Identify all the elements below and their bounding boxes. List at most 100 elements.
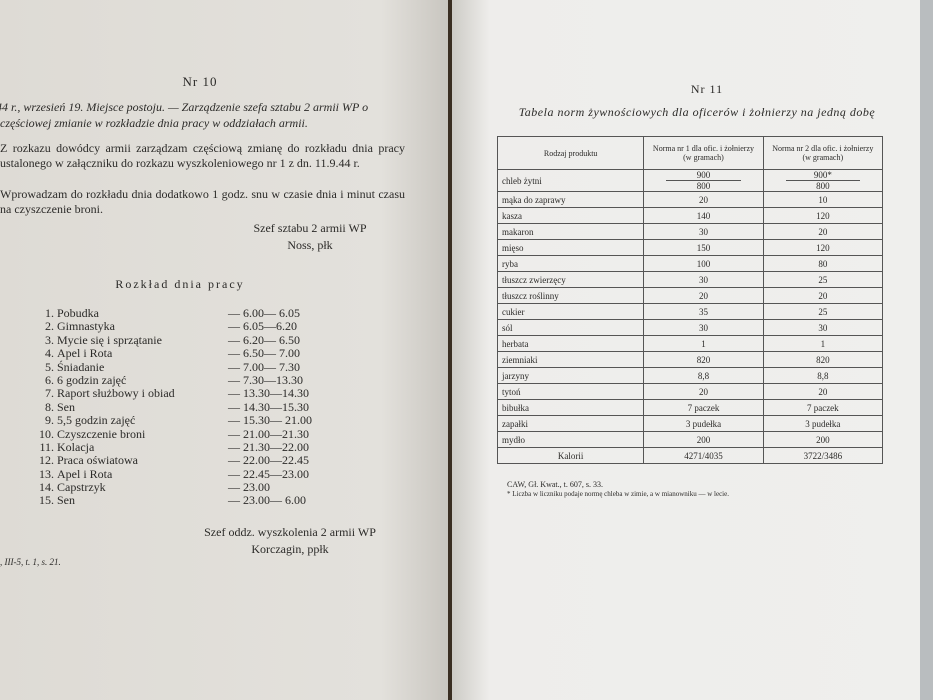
header-cell: Norma nr 1 dla ofic. i żołnierzy (w gram… [643, 136, 764, 170]
table-cell: tytoń [496, 383, 645, 400]
item-time: — 13.30—14.30 [228, 386, 309, 401]
table-row: mięso 150 120 [496, 239, 884, 256]
table-cell: 7 paczek [762, 399, 884, 416]
item-number: 8. [45, 399, 54, 414]
item-number: 9. [45, 413, 54, 428]
schedule: 1. Pobudka — 6.00— 6.05 2. Gimnastyka — 6.05—… [39, 306, 340, 508]
schedule-row: 2. Gimnastyka — 6.05—6.20 [40, 319, 340, 334]
item-number: 2. [45, 319, 54, 334]
table-row: makaron 30 20 [496, 223, 884, 240]
table-cell: chleb żytni [496, 169, 645, 192]
item-name: Śniadanie [57, 359, 105, 374]
schedule-row: 9. 5,5 godzin zajęć — 15.30— 21.00 [40, 413, 340, 428]
schedule-row: 8. Sen — 14.30—15.30 [40, 399, 340, 414]
item-name: Apel i Rota [57, 466, 113, 481]
item-time: — 21.00—21.30 [228, 426, 309, 441]
table-cell: 80 [762, 255, 884, 272]
table-cell: 4271/4035 [643, 447, 764, 464]
norms-table: Rodzaj produktu Norma nr 1 dla ofic. i żo… [496, 136, 884, 464]
item-name: Pobudka [57, 306, 99, 320]
table-cell: 30 [643, 271, 764, 288]
item-time: — 6.50— 7.00 [228, 346, 300, 361]
item-name: Raport służbowy i obiad [57, 386, 175, 401]
table-cell: 200 [643, 431, 764, 448]
page-edge [920, 0, 933, 700]
schedule-row: 11. Kolacja — 21.30—22.00 [39, 439, 340, 454]
item-number: 1. [45, 306, 54, 320]
table-cell: makaron [496, 223, 645, 240]
item-time: — 6.20— 6.50 [228, 332, 300, 347]
table-row: Kalorii 4271/4035 3722/3486 [496, 447, 884, 464]
schedule-row: 5. Śniadanie — 7.00— 7.30 [40, 359, 340, 374]
item-name: Capstrzyk [57, 480, 106, 495]
item-time: — 6.05—6.20 [228, 319, 297, 334]
item-name: Sen [57, 399, 75, 414]
table-cell: ryba [496, 255, 645, 272]
table-cell: bibułka [496, 399, 645, 416]
table-row: zapałki 3 pudełka 3 pudełka [496, 415, 884, 432]
table-cell: 8,8 [762, 367, 884, 384]
table-cell: 30 [643, 319, 764, 336]
item-number: 7. [45, 386, 54, 401]
item-name: Praca oświatowa [57, 453, 138, 468]
item-number: 6. [45, 372, 54, 387]
table-cell: 20 [762, 223, 884, 240]
item-time: — 7.00— 7.30 [228, 359, 300, 374]
table-cell: 20 [762, 383, 884, 400]
fraction-top: 900* [785, 170, 860, 181]
table-cell: mąka do zaprawy [496, 191, 645, 208]
header-cell: Norma nr 2 dla ofic. i żołnierzy (w gram… [762, 136, 884, 170]
item-number: 14. [39, 480, 54, 495]
table-cell: 25 [762, 303, 884, 320]
table-row: tłuszcz roślinny 20 20 [496, 287, 884, 304]
signature: Szef sztabu 2 armii WP Noss, płk [220, 220, 400, 254]
item-time: — 15.30— 21.00 [228, 413, 312, 428]
table-cell: 120 [762, 207, 884, 224]
table-cell: kasza [496, 207, 645, 224]
table-title: Tabela norm żywnościowych dla oficerów i… [518, 105, 876, 119]
item-time: — 23.00— 6.00 [228, 493, 306, 508]
table-row: ziemniaki 820 820 [496, 351, 884, 368]
item-name: Gimnastyka [57, 319, 115, 334]
fraction-bottom: 800 [816, 181, 830, 191]
schedule-row: 12. Praca oświatowa — 22.00—22.45 [39, 453, 340, 468]
table-row: cukier 35 25 [496, 303, 884, 320]
header-cell: Rodzaj produktu [496, 136, 645, 170]
item-name: Sen [57, 493, 75, 508]
table-cell: 100 [643, 255, 764, 272]
sig-line: Szef oddz. wyszkolenia 2 armii WP [204, 525, 376, 539]
table-cell: cukier [496, 303, 645, 320]
sig-line: Noss, płk [287, 238, 333, 252]
table-row: mąka do zaprawy 20 10 [496, 191, 884, 208]
table-cell: sól [496, 319, 645, 336]
schedule-row: 7. Raport służbowy i obiad — 13.30—14.30 [40, 386, 340, 401]
item-number: 15. [39, 493, 54, 508]
table-cell: 20 [643, 191, 764, 208]
table-cell: 10 [762, 191, 884, 208]
table-cell: herbata [496, 335, 645, 352]
source: , III-5, t. 1, s. 21. [0, 557, 61, 567]
item-time: — 21.30—22.00 [228, 439, 309, 454]
schedule-row: 14. Capstrzyk — 23.00 [39, 480, 340, 495]
table-cell: 35 [643, 303, 764, 320]
paragraph: Z rozkazu dowódcy armii zarządzam części… [0, 141, 405, 170]
source: CAW, Gł. Kwat., t. 607, s. 33. [507, 480, 603, 489]
item-name: 5,5 godzin zajęć [57, 413, 136, 428]
schedule-row: 10. Czyszczenie broni — 21.00—21.30 [39, 426, 340, 441]
left-page: Nr 10 44 r., wrzesień 19. Miejsce postoj… [0, 0, 448, 700]
table-cell: ziemniaki [496, 351, 645, 368]
table-cell: 30 [643, 223, 764, 240]
table-row: bibułka 7 paczek 7 paczek [496, 399, 884, 416]
table-cell: 200 [762, 431, 884, 448]
table-cell: 120 [762, 239, 884, 256]
table-cell: 30 [762, 319, 884, 336]
item-number: 4. [45, 346, 54, 361]
item-name: Mycie się i sprzątanie [57, 332, 162, 347]
schedule-row: 3. Mycie się i sprzątanie — 6.20— 6.50 [40, 332, 340, 347]
item-number: 13. [39, 466, 54, 481]
doc-number: Nr 11 [690, 82, 724, 96]
table-cell: 20 [762, 287, 884, 304]
schedule-row: 1. Pobudka — 6.00— 6.05 [40, 306, 340, 320]
table-cell: 900* 800 [762, 169, 884, 192]
table-row: sól 30 30 [496, 319, 884, 336]
